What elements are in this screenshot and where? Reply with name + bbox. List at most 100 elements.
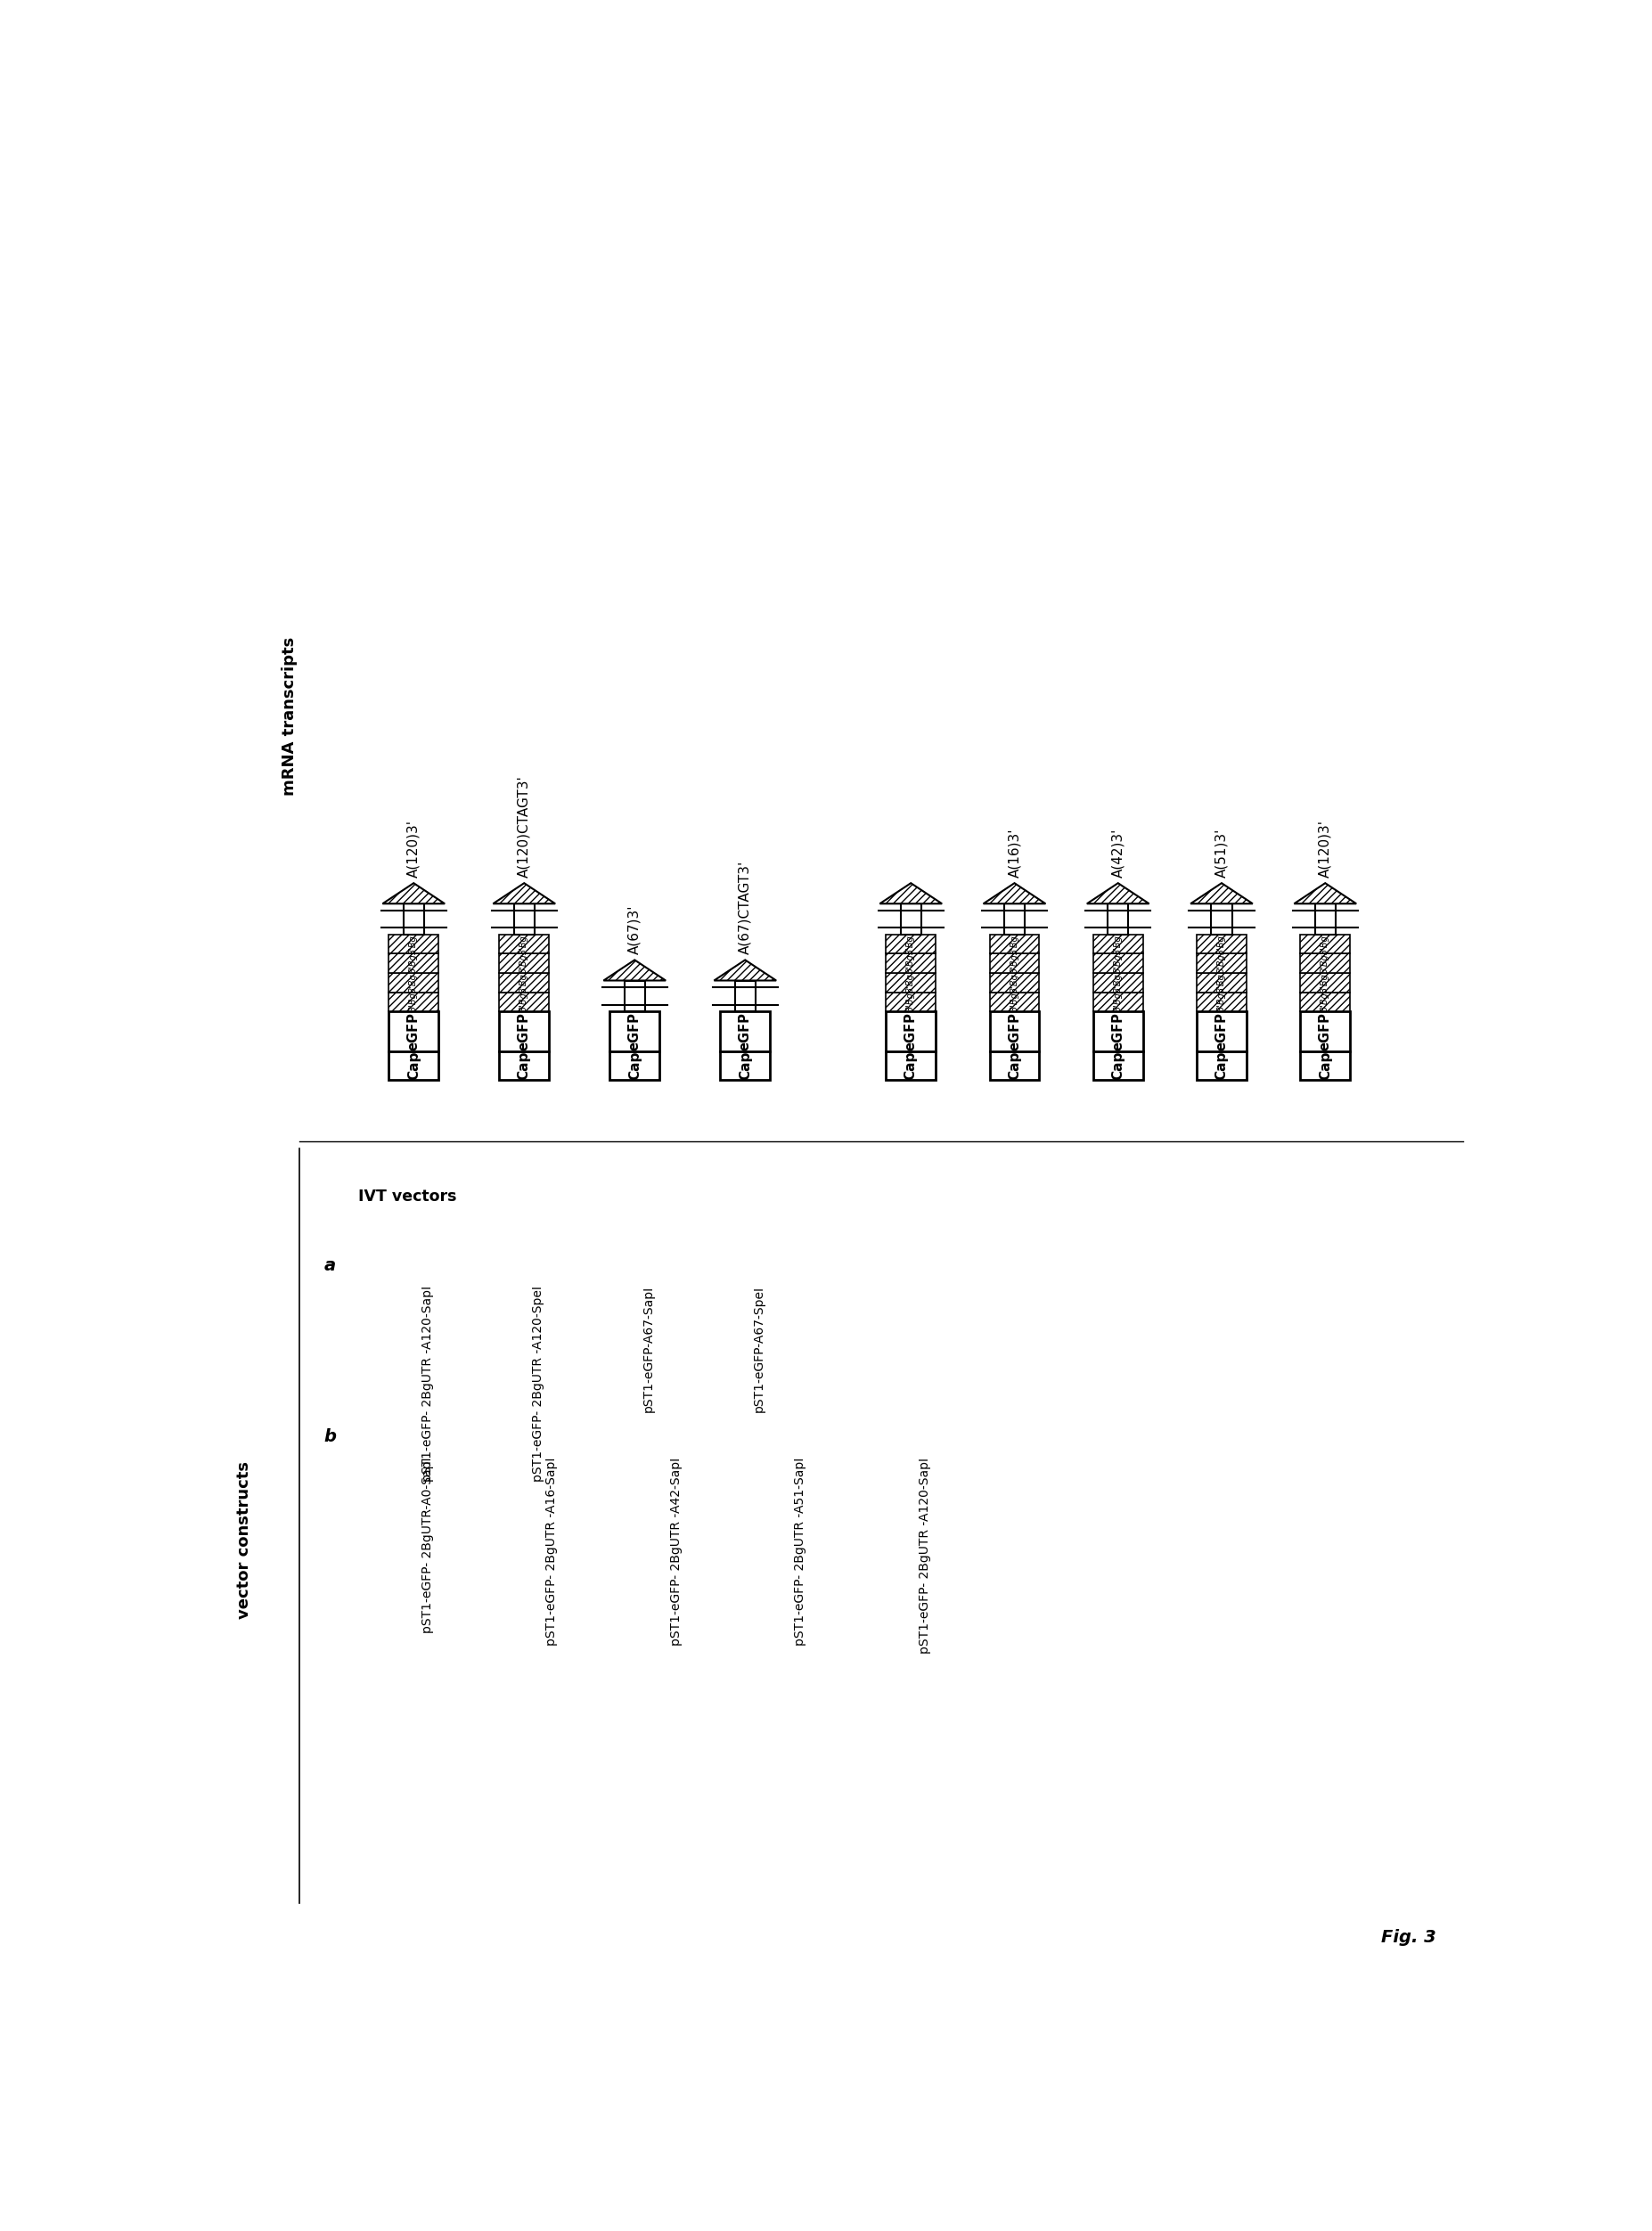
Bar — [1300, 993, 1350, 1011]
Bar — [499, 973, 548, 993]
Text: 3'Bg: 3'Bg — [520, 953, 529, 973]
Text: A(120)3': A(120)3' — [1318, 819, 1332, 877]
Text: pST1-eGFP-A67-SpeI: pST1-eGFP-A67-SpeI — [753, 1285, 765, 1412]
Text: b: b — [324, 1428, 337, 1446]
Text: pST1-eGFP- 2BgUTR-A0-SapI: pST1-eGFP- 2BgUTR-A0-SapI — [421, 1457, 434, 1633]
Text: 3'Bg: 3'Bg — [907, 993, 915, 1011]
Polygon shape — [714, 959, 776, 982]
Text: Cap: Cap — [1008, 1051, 1021, 1080]
Text: vector constructs: vector constructs — [236, 1461, 253, 1617]
Text: 3'Bg: 3'Bg — [1113, 953, 1122, 973]
Bar — [388, 993, 438, 1011]
Polygon shape — [1191, 883, 1252, 904]
Text: Cap: Cap — [1318, 1051, 1332, 1080]
Text: eGFP: eGFP — [1008, 1013, 1021, 1051]
Bar — [388, 1011, 438, 1051]
Text: 3'Bg: 3'Bg — [1218, 953, 1226, 973]
Bar — [1108, 904, 1128, 935]
Text: eGFP: eGFP — [517, 1013, 530, 1051]
Text: pST1-eGFP-A67-SapI: pST1-eGFP-A67-SapI — [643, 1285, 654, 1412]
Bar — [885, 973, 935, 993]
Text: Fig. 3: Fig. 3 — [1381, 1930, 1436, 1945]
Bar — [720, 1051, 770, 1080]
Polygon shape — [983, 883, 1046, 904]
Bar — [885, 955, 935, 973]
Text: eGFP: eGFP — [1214, 1013, 1229, 1051]
Bar — [1094, 1011, 1143, 1051]
Text: 3'Bg: 3'Bg — [1009, 973, 1019, 993]
Polygon shape — [383, 883, 444, 904]
Text: 3'Bg: 3'Bg — [1320, 935, 1330, 955]
Bar — [1196, 1051, 1247, 1080]
Text: 3'Bg: 3'Bg — [1113, 973, 1122, 993]
Bar — [990, 955, 1039, 973]
Bar — [1196, 993, 1247, 1011]
Bar — [885, 1011, 935, 1051]
Bar — [990, 1051, 1039, 1080]
Text: A(67)3': A(67)3' — [628, 906, 641, 955]
Text: eGFP: eGFP — [628, 1013, 641, 1051]
Bar — [1094, 935, 1143, 955]
Bar — [735, 982, 755, 1011]
Text: A(16)3': A(16)3' — [1008, 828, 1021, 877]
Text: Cap: Cap — [406, 1051, 420, 1080]
Polygon shape — [881, 883, 942, 904]
Text: eGFP: eGFP — [1112, 1013, 1125, 1051]
Bar — [1300, 1051, 1350, 1080]
Text: Cap: Cap — [628, 1051, 641, 1080]
Bar — [610, 1011, 659, 1051]
Text: 3'Bg: 3'Bg — [1113, 935, 1122, 955]
Bar — [388, 955, 438, 973]
Bar — [885, 1051, 935, 1080]
Bar — [1300, 935, 1350, 955]
Bar — [1300, 955, 1350, 973]
Bar — [900, 904, 922, 935]
Text: 3'Bg: 3'Bg — [520, 973, 529, 993]
Bar — [1300, 1011, 1350, 1051]
Bar — [499, 1011, 548, 1051]
Text: 3'Bg: 3'Bg — [1218, 973, 1226, 993]
Bar — [1196, 973, 1247, 993]
Text: eGFP: eGFP — [904, 1013, 917, 1051]
Text: pST1-eGFP- 2BgUTR -A120-SapI: pST1-eGFP- 2BgUTR -A120-SapI — [919, 1457, 932, 1653]
Polygon shape — [1294, 883, 1356, 904]
Bar — [499, 935, 548, 955]
Text: Cap: Cap — [517, 1051, 530, 1080]
Text: 3'Bg: 3'Bg — [907, 935, 915, 955]
Text: 3'Bg: 3'Bg — [410, 935, 418, 955]
Text: 3'Bg: 3'Bg — [410, 953, 418, 973]
Text: a: a — [324, 1256, 335, 1274]
Text: 3'Bg: 3'Bg — [410, 973, 418, 993]
Polygon shape — [492, 883, 555, 904]
Text: Cap: Cap — [904, 1051, 917, 1080]
Bar — [624, 982, 644, 1011]
Text: IVT vectors: IVT vectors — [358, 1189, 458, 1205]
Text: Cap: Cap — [1112, 1051, 1125, 1080]
Bar — [990, 993, 1039, 1011]
Text: 3'Bg: 3'Bg — [1320, 973, 1330, 993]
Bar — [388, 1051, 438, 1080]
Bar — [388, 973, 438, 993]
Bar — [1196, 955, 1247, 973]
Text: 3'Bg: 3'Bg — [520, 935, 529, 955]
Text: pST1-eGFP- 2BgUTR -A120-SpeI: pST1-eGFP- 2BgUTR -A120-SpeI — [532, 1285, 544, 1481]
Text: eGFP: eGFP — [738, 1013, 752, 1051]
Text: 3'Bg: 3'Bg — [907, 973, 915, 993]
Bar — [499, 955, 548, 973]
Text: 3'Bg: 3'Bg — [1009, 993, 1019, 1011]
Text: pST1-eGFP- 2BgUTR -A120-SapI: pST1-eGFP- 2BgUTR -A120-SapI — [421, 1285, 434, 1481]
Text: 3'Bg: 3'Bg — [907, 953, 915, 973]
Bar — [885, 993, 935, 1011]
Polygon shape — [603, 959, 666, 982]
Bar — [610, 1051, 659, 1080]
Bar — [1094, 973, 1143, 993]
Bar — [1315, 904, 1335, 935]
Bar — [1094, 1051, 1143, 1080]
Bar — [499, 1051, 548, 1080]
Text: mRNA transcripts: mRNA transcripts — [281, 638, 297, 796]
Text: 3'Bg: 3'Bg — [1009, 953, 1019, 973]
Bar — [885, 935, 935, 955]
Bar — [1196, 935, 1247, 955]
Text: A(67)CTAGT3': A(67)CTAGT3' — [738, 861, 752, 955]
Text: 3'Bg: 3'Bg — [520, 993, 529, 1011]
